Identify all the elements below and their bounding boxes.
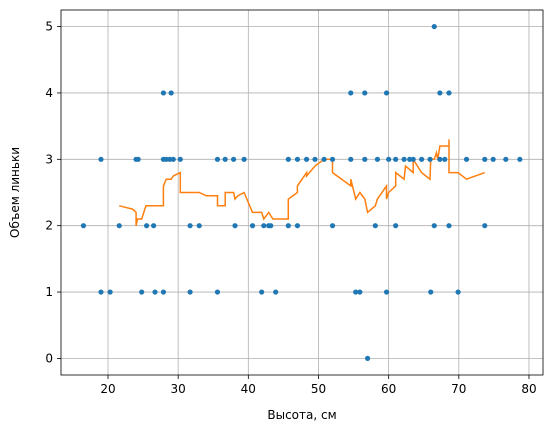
- scatter-point: [410, 156, 416, 162]
- scatter-point: [362, 90, 368, 96]
- scatter-point: [383, 90, 390, 96]
- scatter-point: [214, 156, 221, 162]
- scatter-point: [187, 289, 193, 295]
- scatter-point: [427, 156, 433, 162]
- scatter-point: [187, 223, 193, 229]
- scatter-point: [222, 156, 228, 162]
- scatter-point: [294, 223, 301, 229]
- scatter-point: [442, 156, 448, 162]
- plot-frame: [60, 9, 544, 376]
- scatter-point: [196, 223, 202, 229]
- scatter-point: [428, 289, 434, 295]
- y-tick-label: 0: [45, 351, 53, 365]
- scatter-point: [80, 223, 87, 229]
- scatter-point: [372, 223, 378, 229]
- scatter-point: [329, 223, 336, 229]
- trend-line-layer: [119, 139, 486, 226]
- y-tick-label: 1: [45, 285, 53, 299]
- scatter-point: [437, 90, 443, 96]
- scatter-point: [386, 156, 392, 162]
- y-tick-label: 2: [45, 219, 53, 233]
- scatter-point: [285, 223, 291, 229]
- scatter-point: [170, 156, 176, 162]
- x-tick-label: 40: [241, 382, 256, 396]
- scatter-point: [393, 223, 399, 229]
- scatter-point: [348, 156, 354, 162]
- scatter-point: [160, 90, 167, 96]
- scatter-points-layer: [80, 23, 523, 362]
- scatter-point: [294, 156, 301, 162]
- x-tick-label: 20: [100, 382, 115, 396]
- scatter-point: [374, 156, 381, 162]
- scatter-point: [214, 289, 221, 295]
- scatter-point: [357, 289, 363, 295]
- x-axis-title: Высота, см: [267, 408, 336, 422]
- scatter-point: [364, 355, 371, 362]
- scatter-point: [455, 289, 461, 295]
- scatter-point: [517, 156, 523, 162]
- scatter-point: [348, 90, 354, 96]
- scatter-point: [490, 156, 496, 162]
- scatter-point: [143, 223, 150, 229]
- y-tick-label: 4: [45, 86, 53, 100]
- scatter-point: [116, 223, 122, 229]
- grid: [61, 10, 543, 375]
- scatter-point: [98, 289, 104, 295]
- scatter-point: [431, 223, 437, 229]
- y-tick-label: 5: [45, 20, 53, 34]
- scatter-point: [383, 289, 390, 295]
- scatter-point: [329, 156, 336, 162]
- scatter-point: [160, 289, 167, 295]
- scatter-point: [249, 223, 256, 229]
- x-tick-label: 50: [311, 382, 326, 396]
- y-axis-title: Объем линьки: [8, 147, 22, 238]
- x-tick-label: 60: [381, 382, 396, 396]
- scatter-point: [168, 90, 174, 96]
- scatter-point: [98, 156, 104, 162]
- scatter-point: [241, 156, 247, 162]
- scatter-point: [135, 156, 141, 162]
- scatter-point: [151, 223, 157, 229]
- scatter-point: [431, 23, 437, 30]
- scatter-point: [268, 223, 274, 229]
- x-tick-label: 30: [171, 382, 186, 396]
- scatter-point: [232, 223, 238, 229]
- scatter-point: [261, 223, 267, 229]
- scatter-point: [152, 289, 158, 295]
- scatter-point: [362, 156, 368, 162]
- y-tick-label: 3: [45, 152, 53, 166]
- scatter-point: [446, 90, 452, 96]
- scatter-point: [107, 289, 113, 295]
- scatter-point: [303, 156, 310, 162]
- scatter-point: [482, 223, 488, 229]
- x-tick-label: 70: [451, 382, 466, 396]
- trend-line: [119, 139, 486, 226]
- scatter-point: [285, 156, 291, 162]
- scatter-point: [482, 156, 488, 162]
- scatter-point: [230, 156, 237, 162]
- scatter-point: [177, 156, 183, 162]
- scatter-point: [393, 156, 399, 162]
- scatter-point: [259, 289, 265, 295]
- scatter-point: [503, 156, 509, 162]
- scatter-point: [321, 156, 327, 162]
- scatter-point: [446, 223, 452, 229]
- scatter-point: [437, 156, 443, 162]
- scatter-point: [401, 156, 407, 162]
- scatter-point: [312, 156, 318, 162]
- scatter-point: [419, 156, 425, 162]
- axis-ticks: 20 30 40 50 60 70 80 0 1 2 3 4 5: [45, 20, 536, 396]
- scatter-point: [463, 156, 470, 162]
- scatter-point: [273, 289, 279, 295]
- x-tick-label: 80: [521, 382, 536, 396]
- scatter-point: [353, 289, 359, 295]
- scatter-point: [139, 289, 145, 295]
